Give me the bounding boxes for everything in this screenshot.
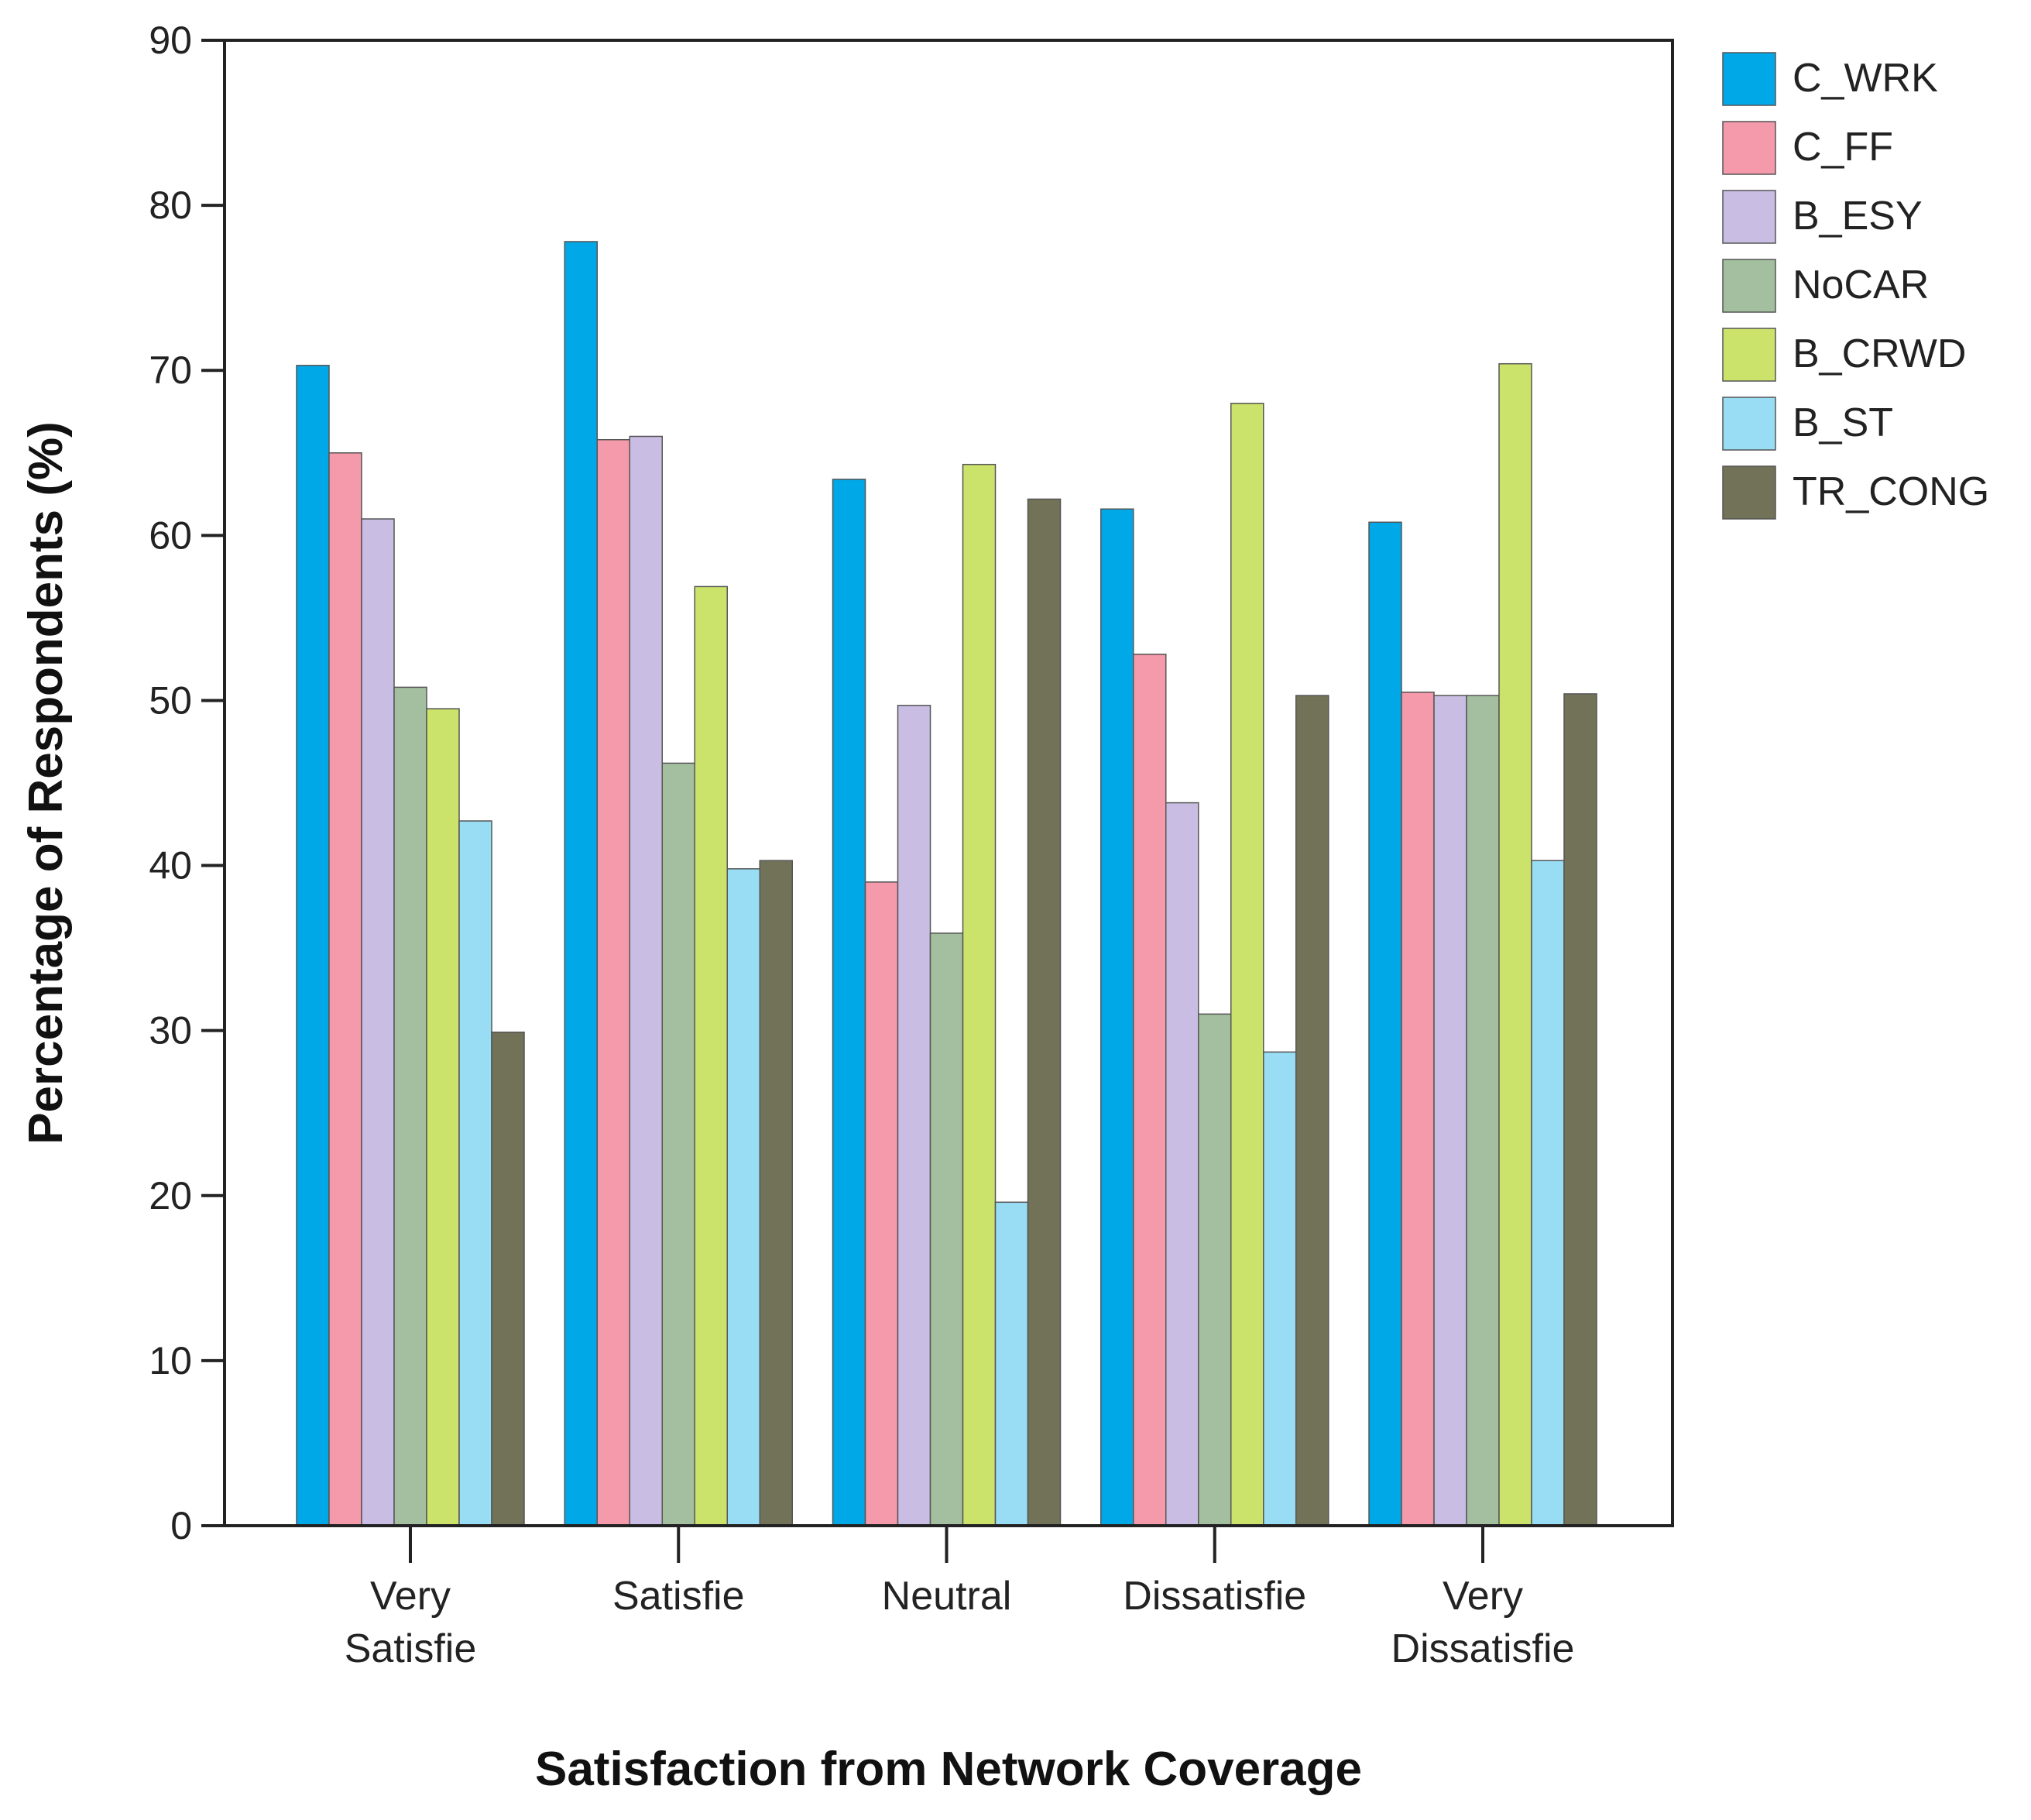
bar-c-wrk-0	[296, 365, 330, 1526]
bar-tr-cong-4	[1563, 693, 1597, 1526]
x-tick-label: Dissatisfie	[1123, 1574, 1306, 1619]
x-tick-label: Satisfie	[612, 1574, 745, 1619]
bar-c-ff-2	[864, 881, 899, 1526]
bars-layer	[296, 241, 1597, 1526]
bar-nocar-4	[1466, 695, 1500, 1526]
bar-b-esy-4	[1433, 695, 1467, 1526]
bar-b-crwd-2	[962, 463, 997, 1526]
bar-tr-cong-0	[491, 1032, 525, 1526]
bar-b-esy-3	[1165, 802, 1199, 1526]
bar-c-ff-0	[328, 452, 362, 1526]
bar-c-wrk-3	[1100, 508, 1134, 1526]
y-tick-label: 50	[149, 678, 192, 722]
legend-swatch-tr-cong	[1722, 465, 1776, 520]
y-tick-label: 20	[149, 1174, 192, 1217]
y-tick-label: 90	[149, 19, 192, 62]
bar-b-crwd-3	[1230, 403, 1264, 1526]
legend-label: TR_CONG	[1793, 469, 1989, 514]
x-tick-label: Very	[1443, 1574, 1523, 1619]
bar-nocar-0	[393, 686, 427, 1526]
bar-c-wrk-4	[1368, 521, 1402, 1526]
legend-label: B_ESY	[1793, 194, 1923, 239]
bar-b-st-2	[994, 1201, 1029, 1526]
bar-b-st-0	[458, 820, 492, 1526]
legend: C_WRK C_FF B_ESY NoCAR B_CRWD B_ST TR_CONG	[1722, 52, 1989, 520]
bar-c-ff-4	[1401, 692, 1435, 1526]
bar-c-wrk-2	[832, 479, 866, 1526]
legend-swatch-nocar	[1722, 259, 1776, 313]
legend-swatch-c-wrk	[1722, 52, 1776, 106]
bar-nocar-1	[661, 762, 695, 1526]
bar-b-esy-2	[897, 705, 931, 1526]
x-tick-label: Neutral	[882, 1574, 1012, 1619]
bar-c-wrk-1	[564, 241, 598, 1526]
legend-swatch-b-crwd	[1722, 328, 1776, 382]
bar-tr-cong-3	[1295, 695, 1329, 1526]
bar-nocar-2	[929, 932, 964, 1526]
x-axis-title: Satisfaction from Network Coverage	[535, 1743, 1362, 1796]
x-tick-label: Dissatisfie	[1391, 1626, 1575, 1671]
bar-c-ff-3	[1133, 654, 1167, 1526]
bar-b-esy-0	[361, 518, 395, 1526]
y-tick-label: 80	[149, 184, 192, 227]
bar-b-st-4	[1531, 860, 1565, 1526]
y-tick-label: 40	[149, 844, 192, 888]
legend-label: B_CRWD	[1793, 331, 1966, 376]
bar-tr-cong-2	[1027, 498, 1062, 1526]
x-tick-label: Satisfie	[345, 1626, 477, 1671]
bar-b-st-1	[726, 868, 760, 1526]
bar-b-crwd-0	[426, 708, 460, 1526]
legend-label: C_WRK	[1793, 56, 1938, 101]
y-axis-title: Percentage of Respondents (%)	[19, 421, 73, 1145]
bar-b-crwd-1	[694, 585, 728, 1526]
y-tick-label: 60	[149, 513, 192, 557]
plot-frame	[223, 39, 1674, 1527]
legend-label: B_ST	[1793, 400, 1893, 445]
y-tick-label: 10	[149, 1339, 192, 1382]
legend-swatch-c-ff	[1722, 121, 1776, 175]
y-tick-label: 30	[149, 1009, 192, 1053]
legend-swatch-b-esy	[1722, 190, 1776, 244]
bar-nocar-3	[1198, 1013, 1232, 1526]
bar-b-esy-1	[629, 435, 663, 1526]
legend-label: NoCAR	[1793, 263, 1929, 307]
legend-swatch-b-st	[1722, 397, 1776, 451]
legend-label: C_FF	[1793, 125, 1893, 170]
x-tick-label: Very	[370, 1574, 451, 1619]
bar-c-ff-1	[596, 438, 630, 1526]
bar-tr-cong-1	[759, 860, 793, 1526]
bar-b-crwd-4	[1498, 362, 1532, 1526]
bar-b-st-3	[1263, 1051, 1297, 1526]
y-tick-label: 70	[149, 349, 192, 392]
axes-layer: 0 10 20 30 40 50 60 70 80 90 Very Satisfie Satisfie N…	[149, 19, 1674, 1671]
y-tick-label: 0	[170, 1504, 192, 1547]
